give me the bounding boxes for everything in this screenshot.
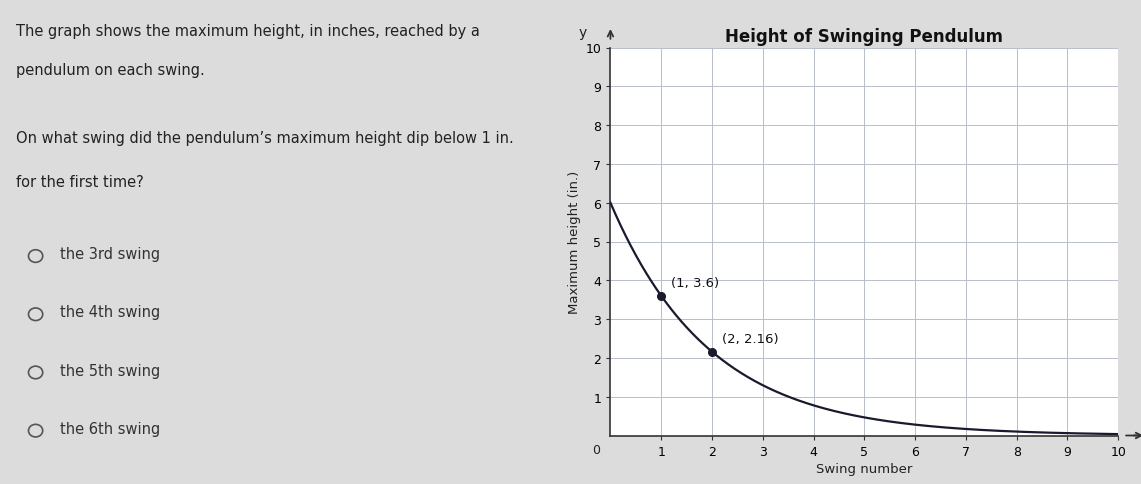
X-axis label: Swing number: Swing number xyxy=(816,462,913,475)
Y-axis label: Maximum height (in.): Maximum height (in.) xyxy=(568,170,582,314)
Text: for the first time?: for the first time? xyxy=(16,174,144,189)
Text: the 3rd swing: the 3rd swing xyxy=(60,247,161,261)
Text: On what swing did the pendulum’s maximum height dip below 1 in.: On what swing did the pendulum’s maximum… xyxy=(16,131,515,146)
Text: the 5th swing: the 5th swing xyxy=(60,363,161,378)
Text: y: y xyxy=(578,26,586,40)
Text: The graph shows the maximum height, in inches, reached by a: The graph shows the maximum height, in i… xyxy=(16,24,480,39)
Text: the 6th swing: the 6th swing xyxy=(60,421,161,436)
Text: 0: 0 xyxy=(592,443,600,455)
Text: (1, 3.6): (1, 3.6) xyxy=(671,276,720,289)
Text: (2, 2.16): (2, 2.16) xyxy=(722,332,779,345)
Text: the 4th swing: the 4th swing xyxy=(60,305,161,319)
Text: pendulum on each swing.: pendulum on each swing. xyxy=(16,63,205,78)
Title: Height of Swinging Pendulum: Height of Swinging Pendulum xyxy=(726,28,1003,45)
